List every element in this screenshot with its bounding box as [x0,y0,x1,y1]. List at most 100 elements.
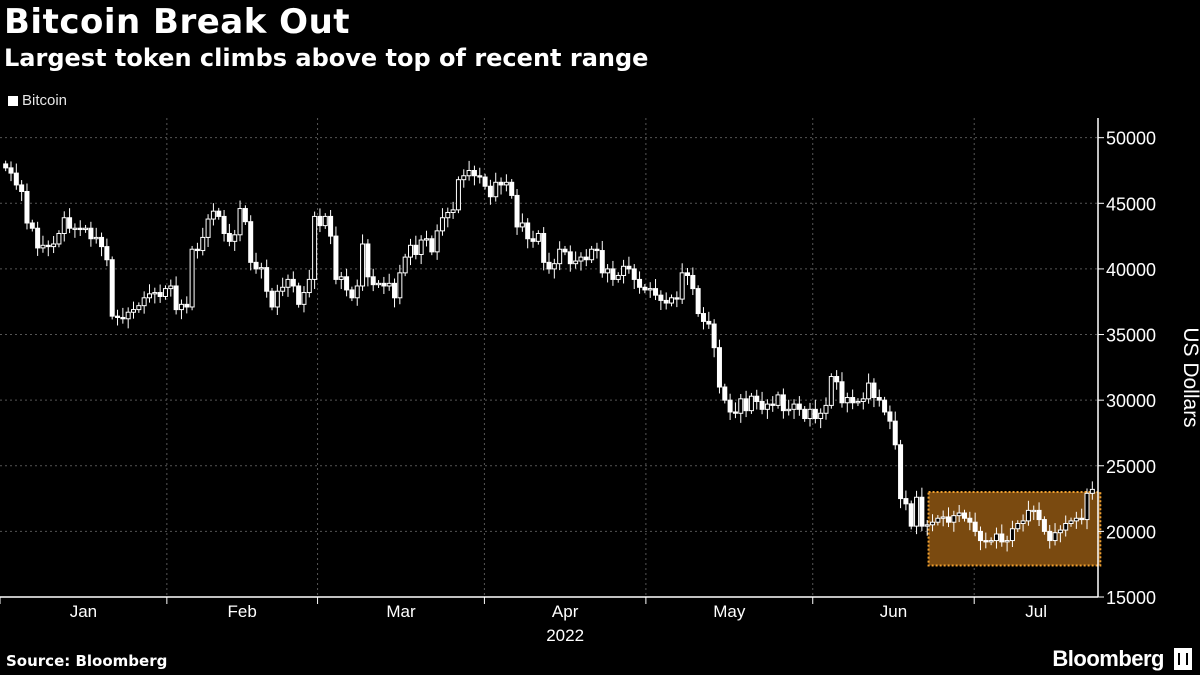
candle-body [802,408,808,420]
candle-body [466,169,472,177]
y-tick-label: 50000 [1106,129,1156,149]
candle-body [3,163,9,169]
candle-body [908,503,914,527]
candle-body [461,175,467,181]
candle-body [722,386,728,401]
candle-body [248,221,254,263]
candle-body [946,516,952,523]
candle-body [274,290,280,308]
legend: Bitcoin [8,92,67,109]
candle-body [210,210,216,220]
candle-body [184,303,190,308]
candle-body [402,256,408,274]
candle-body [296,285,302,305]
brand-logo: Bloomberg [1052,646,1164,671]
candle-body [541,232,547,263]
candle-body [663,299,669,304]
candle-body [653,288,659,296]
candle-body [727,399,733,413]
candle-body [157,292,163,297]
candle-body [919,496,925,527]
candle-body [455,179,461,211]
candle-body [194,248,200,252]
candle-body [823,404,829,414]
candle-body [610,268,616,280]
candle-body [961,512,967,519]
candle-body [738,398,744,414]
candle-body [647,288,653,291]
candle-body [791,403,797,410]
grid-lines [0,118,1098,597]
candle-body [24,190,30,224]
candle-body [1025,509,1031,522]
candle-body [1063,523,1069,531]
candle-body [525,222,531,240]
candle-body [1009,528,1015,542]
candle-body [887,411,893,422]
candle-body [471,169,477,177]
candle-body [1015,523,1021,530]
chart-title: Bitcoin Break Out [4,2,351,42]
candle-body [567,251,573,265]
candle-body [993,533,999,542]
candle-body [796,403,802,410]
candle-body [35,227,41,249]
candle-body [764,403,770,410]
y-tick-label: 40000 [1106,260,1156,280]
candle-body [168,285,174,290]
candle-body [264,267,270,292]
candle-body [972,521,978,532]
candle-body [77,227,83,231]
year-label: 2022 [546,626,584,645]
candle-body [498,181,504,186]
candle-body [205,218,211,238]
candle-body [578,256,584,262]
candle-body [674,297,680,300]
candle-body [397,272,403,299]
candle-body [392,282,398,299]
candle-body [892,420,898,446]
candle-body [716,347,722,388]
candle-body [381,282,387,287]
candle-body [328,215,334,237]
candle-body [1020,520,1026,525]
candle-body [860,398,866,402]
candle-body [770,403,776,406]
candle-body [285,278,291,288]
candle-body [1047,530,1053,542]
candle-body [775,394,781,406]
candle-body [45,244,51,248]
candle-body [876,397,882,401]
candle-body [1052,532,1058,542]
x-tick-label: May [713,602,746,621]
x-tick-label: Jul [1025,602,1047,621]
candle-body [642,286,648,291]
candle-body [67,217,73,229]
candle-body [131,309,137,313]
candle-body [237,208,243,236]
candle-body [189,248,195,308]
candle-body [562,248,568,253]
legend-label: Bitcoin [22,92,68,109]
x-tick-label: Feb [228,602,257,621]
candle-body [152,292,158,295]
candle-body [658,294,664,301]
candle-body [599,250,605,274]
candle-body [706,320,712,325]
candle-body [615,274,621,280]
candle-body [732,411,738,414]
candle-body [482,176,488,187]
candle-body [700,313,706,322]
candle-body [418,239,424,255]
candle-body [850,397,856,404]
candle-body [1079,517,1085,521]
candle-body [557,248,563,265]
candle-body [136,305,142,311]
candle-body [924,524,930,527]
candle-body [695,288,701,315]
x-tick-label: Jun [880,602,907,621]
candle-body [679,272,685,300]
candle-body [839,381,845,404]
candle-body [242,208,248,223]
source-note: Source: Bloomberg [6,652,168,670]
